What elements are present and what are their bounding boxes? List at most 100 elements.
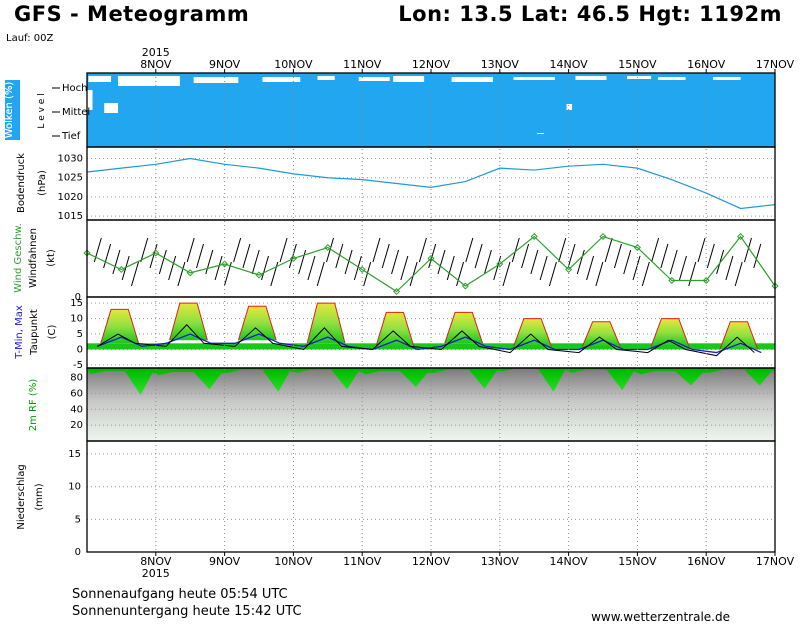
top-date-label: 14NOV	[549, 58, 588, 71]
wind-axis-title: Wind Geschw.	[13, 223, 24, 293]
wind-speed-point	[530, 232, 538, 241]
tmax-area	[719, 321, 758, 350]
wind-barb	[307, 255, 316, 281]
wind-barb	[734, 261, 743, 287]
cloud-break	[566, 104, 573, 110]
temp-unit: (C)	[47, 325, 58, 340]
wind-speed-point	[599, 232, 607, 241]
wind-barb	[112, 249, 121, 275]
wind-barb	[725, 255, 734, 281]
wind-speed-point	[496, 260, 504, 268]
precip-unit: (mm)	[34, 483, 45, 510]
wind-barb	[474, 243, 483, 269]
top-date-label: 10NOV	[274, 58, 313, 71]
wind-barb	[567, 243, 576, 269]
cloud-level-label: Mittel	[62, 107, 90, 118]
wind-speed-point	[324, 243, 332, 252]
wind-barb	[158, 249, 167, 275]
cloud-break	[262, 77, 301, 82]
tmax-area	[307, 303, 345, 344]
wind-speed-point	[461, 282, 469, 290]
wind-speed-point	[152, 249, 160, 257]
precip-tick-label: 15	[68, 449, 81, 460]
sunrise-text: Sonnenaufgang heute 05:54 UTC	[72, 587, 288, 602]
tmax-line	[513, 318, 552, 347]
temp-tick-label: 10	[70, 314, 83, 325]
bottom-date-label: 10NOV	[274, 555, 313, 568]
wind-barb	[502, 261, 511, 287]
wind-barb	[381, 243, 390, 269]
cloud-break	[575, 76, 607, 80]
wind-barb	[418, 237, 427, 263]
wind-barb	[511, 237, 520, 263]
model-run: Lauf: 00Z	[6, 33, 54, 44]
bottom-date-label: 17NOV	[756, 555, 795, 568]
wind-axis-title2: Windfahnen	[28, 228, 39, 288]
wind-barb	[493, 255, 502, 281]
cloud-break	[627, 76, 652, 79]
wind-barb	[632, 255, 641, 281]
cloud-break	[713, 77, 741, 80]
tmax-line	[100, 308, 140, 344]
top-date-label: 9NOV	[209, 58, 241, 71]
top-date-label: 16NOV	[687, 58, 726, 71]
pressure-axis-title: Bodendruck	[16, 153, 27, 213]
wind-speed-point	[668, 276, 676, 285]
bottom-date-label: 14NOV	[549, 555, 588, 568]
cloud-level-label: Tief	[61, 131, 81, 142]
wind-speed-point	[289, 254, 297, 263]
bottom-date-label: 8NOV	[140, 555, 172, 568]
wind-barb	[613, 243, 622, 269]
wind-barb	[483, 249, 492, 275]
wind-barb	[196, 243, 204, 269]
wind-barb	[233, 237, 242, 263]
top-year-label: 2015	[142, 46, 170, 59]
humidity-tick-label: 80	[70, 373, 83, 384]
humidity-tick-label: 60	[70, 388, 83, 399]
wind-barb	[205, 249, 214, 275]
cloud-level-title: L e v e l	[37, 93, 47, 128]
bottom-date-label: 11NOV	[343, 555, 382, 568]
wind-barb	[660, 243, 669, 269]
wind-barb	[391, 249, 400, 275]
bottom-year-label: 2015	[142, 567, 170, 580]
panel-frame	[86, 440, 776, 553]
bottom-date-label: 12NOV	[412, 555, 451, 568]
top-date-label: 12NOV	[412, 58, 451, 71]
tmax-area	[444, 312, 483, 344]
wind-barb	[678, 255, 687, 281]
wind-speed-point	[771, 282, 779, 290]
meteogram-title: GFS - Meteogramm	[14, 2, 250, 26]
wind-barb	[409, 261, 418, 287]
wind-barb	[586, 255, 595, 281]
wind-barb	[558, 237, 567, 263]
wind-barb	[576, 249, 585, 275]
bottom-date-label: 16NOV	[687, 555, 726, 568]
wind-barb	[168, 255, 177, 281]
humidity-area	[87, 368, 775, 395]
tmax-area	[651, 318, 689, 347]
wind-barb	[270, 261, 279, 287]
pressure-tick-label: 1015	[58, 211, 83, 222]
wind-barb	[298, 249, 307, 275]
top-date-label: 17NOV	[756, 58, 795, 71]
dewpoint-line	[97, 324, 755, 357]
wind-barb	[669, 249, 678, 275]
wind-barb	[372, 237, 381, 263]
precip-tick-label: 5	[75, 514, 81, 525]
wind-speed-point	[186, 269, 194, 277]
precip-axis-title: Niederschlag	[16, 464, 27, 529]
wind-barb	[446, 255, 455, 281]
cloud-axis-title: Wolken (%)	[4, 82, 15, 139]
pressure-tick-label: 1030	[58, 154, 83, 165]
cloud-break	[537, 133, 544, 134]
wind-barb	[130, 261, 139, 287]
pressure-tick-label: 1020	[58, 192, 83, 203]
wind-speed-point	[633, 243, 641, 252]
precip-tick-label: 0	[75, 547, 81, 558]
wind-barb	[353, 255, 362, 281]
wind-barb	[261, 255, 269, 281]
wind-barb	[743, 237, 752, 263]
cloud-break	[104, 103, 118, 113]
source-url[interactable]: www.wetterzentrale.de	[591, 610, 730, 624]
